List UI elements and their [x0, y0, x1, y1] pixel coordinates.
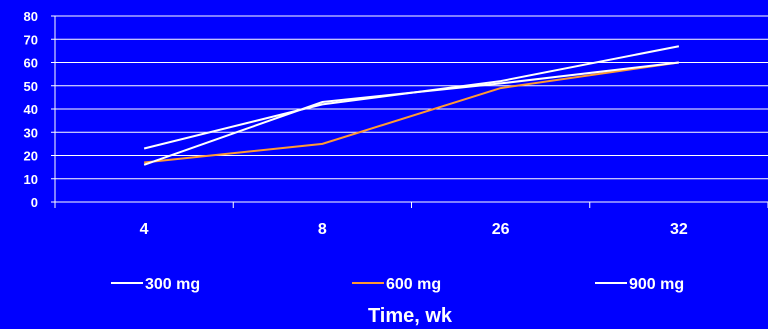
x-axis: 4 8 26 32 — [54, 202, 768, 238]
y-tick-label-40: 40 — [24, 102, 38, 117]
x-tick-label-8: 8 — [318, 221, 327, 238]
y-tick-label-60: 60 — [24, 56, 38, 71]
y-tick-label-20: 20 — [24, 149, 38, 164]
y-tick-label-10: 10 — [24, 172, 38, 187]
y-tick-label-0: 0 — [31, 195, 38, 210]
grid-lines — [55, 15, 768, 203]
series-line-300-mg — [143, 45, 680, 150]
series-line-600-mg — [144, 61, 680, 164]
series-line-900-mg — [143, 61, 679, 166]
x-tick-label-4: 4 — [140, 221, 149, 238]
x-tick-label-32: 32 — [670, 221, 688, 238]
legend-label-600-mg: 600 mg — [386, 276, 441, 293]
x-axis-title: Time, wk — [368, 305, 453, 327]
y-axis: 0 10 20 30 40 50 60 70 80 — [24, 9, 56, 210]
y-tick-label-80: 80 — [24, 9, 38, 24]
legend-label-300-mg: 300 mg — [145, 276, 200, 293]
y-tick-label-50: 50 — [24, 79, 38, 94]
y-tick-label-30: 30 — [24, 125, 38, 140]
series-lines — [143, 45, 680, 166]
legend: 300 mg 600 mg 900 mg — [111, 276, 684, 293]
legend-label-900-mg: 900 mg — [629, 276, 684, 293]
x-tick-label-26: 26 — [492, 221, 510, 238]
y-tick-label-70: 70 — [24, 32, 38, 47]
